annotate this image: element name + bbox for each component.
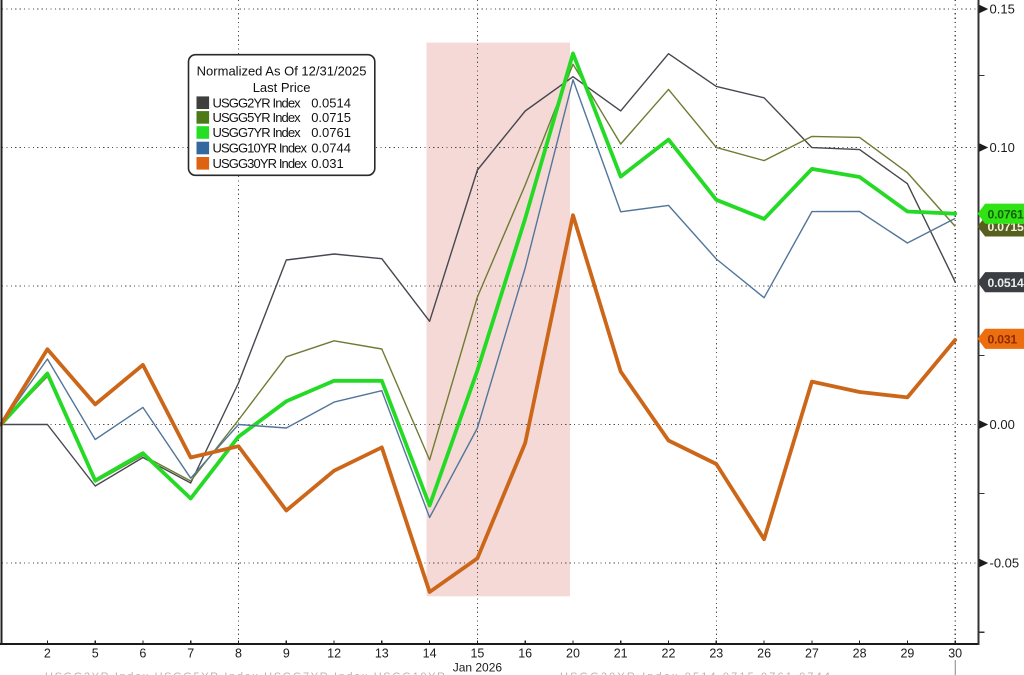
svg-text:USGG30YR Index: USGG30YR Index bbox=[213, 156, 308, 171]
svg-text:27: 27 bbox=[805, 647, 819, 661]
svg-text:14: 14 bbox=[423, 647, 437, 661]
svg-text:2: 2 bbox=[44, 647, 51, 661]
svg-text:USGG10YR Index: USGG10YR Index bbox=[213, 141, 308, 156]
svg-text:0.031: 0.031 bbox=[988, 332, 1018, 346]
svg-text:0.031: 0.031 bbox=[311, 156, 344, 171]
svg-text:6: 6 bbox=[139, 647, 146, 661]
svg-text:21: 21 bbox=[614, 647, 628, 661]
svg-text:Jan 2026: Jan 2026 bbox=[453, 661, 503, 675]
svg-text:USGG2YR Index USGG5YR Index US: USGG2YR Index USGG5YR Index USGG7YR Inde… bbox=[45, 671, 445, 675]
svg-text:Last Price: Last Price bbox=[253, 80, 311, 95]
svg-text:30: 30 bbox=[948, 647, 962, 661]
svg-text:0.0514: 0.0514 bbox=[311, 95, 351, 110]
svg-text:0.0761: 0.0761 bbox=[988, 207, 1024, 221]
svg-text:USGG7YR Index: USGG7YR Index bbox=[213, 125, 302, 140]
svg-text:26: 26 bbox=[757, 647, 771, 661]
svg-text:22: 22 bbox=[662, 647, 676, 661]
svg-text:USGG2YR Index: USGG2YR Index bbox=[213, 95, 302, 110]
svg-text:USGG30YR Index 0514 0715 0761: USGG30YR Index 0514 0715 0761 0744 bbox=[560, 671, 830, 675]
svg-text:0.0514: 0.0514 bbox=[988, 276, 1024, 290]
svg-text:0.0744: 0.0744 bbox=[311, 141, 351, 156]
svg-text:29: 29 bbox=[900, 647, 914, 661]
svg-text:0.10: 0.10 bbox=[990, 140, 1015, 155]
svg-text:16: 16 bbox=[518, 647, 532, 661]
svg-text:Normalized As Of 12/31/2025: Normalized As Of 12/31/2025 bbox=[197, 64, 367, 79]
svg-text:0.15: 0.15 bbox=[990, 2, 1015, 17]
svg-text:5: 5 bbox=[92, 647, 99, 661]
svg-text:20: 20 bbox=[566, 647, 580, 661]
svg-text:12: 12 bbox=[327, 647, 341, 661]
svg-text:USGG5YR Index: USGG5YR Index bbox=[213, 110, 302, 125]
svg-text:0.0761: 0.0761 bbox=[311, 125, 351, 140]
svg-text:28: 28 bbox=[853, 647, 867, 661]
svg-text:8: 8 bbox=[235, 647, 242, 661]
svg-text:0.00: 0.00 bbox=[990, 417, 1015, 432]
svg-text:15: 15 bbox=[470, 647, 484, 661]
svg-text:7: 7 bbox=[187, 647, 194, 661]
svg-text:-0.05: -0.05 bbox=[990, 556, 1020, 571]
svg-text:13: 13 bbox=[375, 647, 389, 661]
svg-text:23: 23 bbox=[709, 647, 723, 661]
svg-text:9: 9 bbox=[283, 647, 290, 661]
svg-text:0.0715: 0.0715 bbox=[311, 110, 351, 125]
